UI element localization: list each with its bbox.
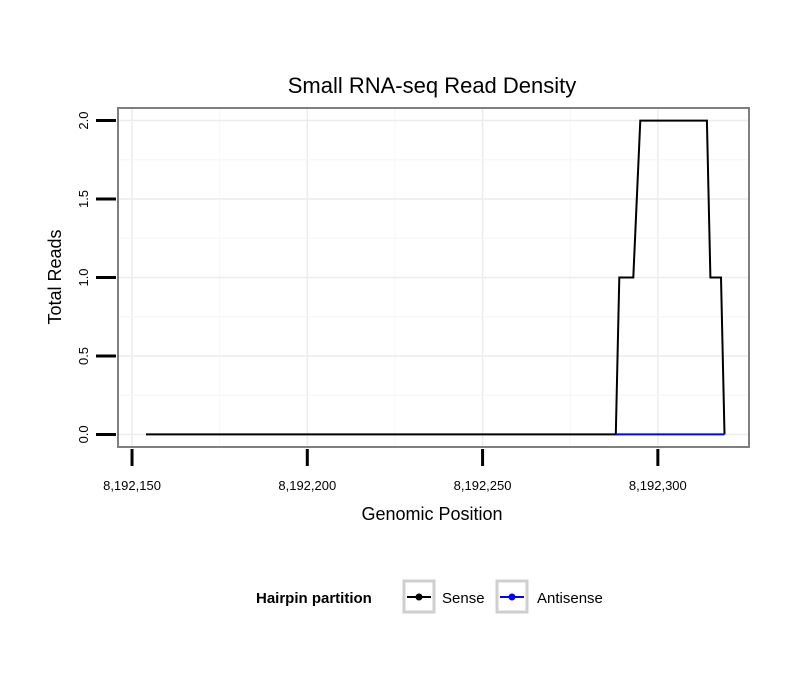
legend-key-dot — [415, 593, 423, 601]
x-tick-label: 8,192,250 — [454, 478, 512, 493]
legend: Hairpin partition Sense Antisense — [256, 579, 603, 614]
series-line-sense — [146, 119, 726, 436]
y-tick-label: 2.0 — [76, 112, 91, 130]
x-tick-label: 8,192,300 — [629, 478, 687, 493]
legend-label-sense: Sense — [442, 590, 485, 607]
chart-title: Small RNA-seq Read Density — [288, 73, 577, 98]
legend-label-antisense: Antisense — [537, 590, 603, 607]
y-axis-title: Total Reads — [45, 229, 65, 324]
series-lines — [146, 119, 726, 436]
x-axis-title: Genomic Position — [361, 504, 502, 524]
legend-key-dot — [508, 593, 516, 601]
legend-title: Hairpin partition — [256, 590, 372, 607]
y-tick-label: 1.5 — [76, 190, 91, 208]
legend-items: Sense Antisense — [402, 579, 603, 614]
x-tick-label: 8,192,150 — [103, 478, 161, 493]
plot-panel-border — [117, 107, 750, 448]
y-tick-label: 0.0 — [76, 425, 91, 443]
y-tick-label: 1.0 — [76, 268, 91, 286]
y-tick-label: 0.5 — [76, 347, 91, 365]
y-axis: 0.0 0.5 1.0 1.5 2.0 — [76, 112, 116, 443]
x-tick-label: 8,192,200 — [278, 478, 336, 493]
x-axis: 8,192,150 8,192,200 8,192,250 8,192,300 — [103, 449, 687, 493]
